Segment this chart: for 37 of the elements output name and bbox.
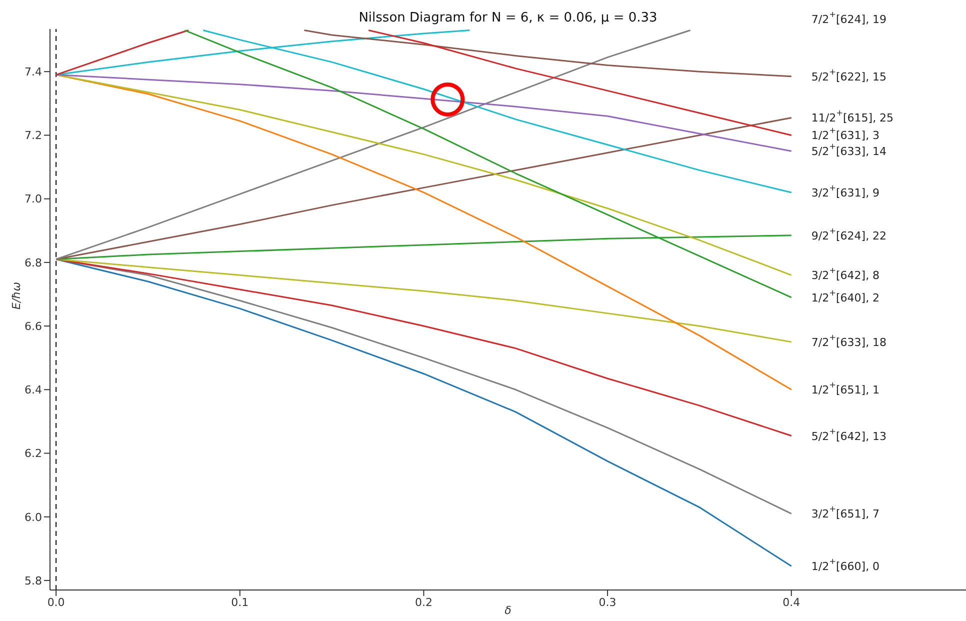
y-tick-label: 6.6 [24,320,42,333]
line-series [55,258,792,437]
line-series [303,30,792,78]
line-series [368,30,792,136]
series-label: 7/2$^{+}$[633], 18 [811,332,887,348]
x-tick-label: 0.2 [414,596,432,609]
series-label: 1/2$^{+}$[631], 3 [811,125,880,142]
x-tick-label: 0.1 [231,596,249,609]
y-tick-label: 6.0 [24,510,42,524]
y-tick-label: 7.2 [24,129,42,142]
series-label: 3/2$^{+}$[651], 7 [811,504,880,520]
y-tick-label: 6.2 [24,447,42,460]
chart-title: Nilsson Diagram for N = 6, κ = 0.06, μ = 0.33 [358,10,658,26]
y-tick-label: 7.4 [24,66,42,79]
line-series [55,74,792,276]
series-label: 9/2$^{+}$[624], 22 [811,225,887,242]
x-tick-label: 0.0 [47,596,65,609]
series-label: 1/2$^{+}$[660], 0 [811,556,880,573]
text: 7/2$^{+}$[624], 19 [811,9,887,26]
x-tick-label: 0.4 [782,596,800,609]
line-series [55,116,792,260]
series-label: 3/2$^{+}$[631], 9 [811,182,880,199]
series-label: 5/2$^{+}$[642], 13 [811,426,887,442]
y-axis-title: E/ħω [10,282,23,310]
series-label: 5/2$^{+}$[622], 15 [811,66,887,83]
x-axis-title: δ [504,604,512,617]
series-label: 5/2$^{+}$[633], 14 [811,141,887,158]
y-tick-label: 5.8 [24,574,42,588]
y-tick-label: 6.4 [24,384,42,397]
line-series [55,74,792,152]
series-label: 11/2$^{+}$[615], 25 [811,108,894,124]
series-label: 1/2$^{+}$[651], 1 [811,380,880,396]
x-tick-label: 0.3 [598,596,616,609]
y-tick-label: 7.0 [24,192,42,206]
series-label: 1/2$^{+}$[640], 2 [811,287,880,304]
y-tick-label: 6.8 [24,256,42,270]
series-label: 3/2$^{+}$[642], 8 [811,265,880,282]
